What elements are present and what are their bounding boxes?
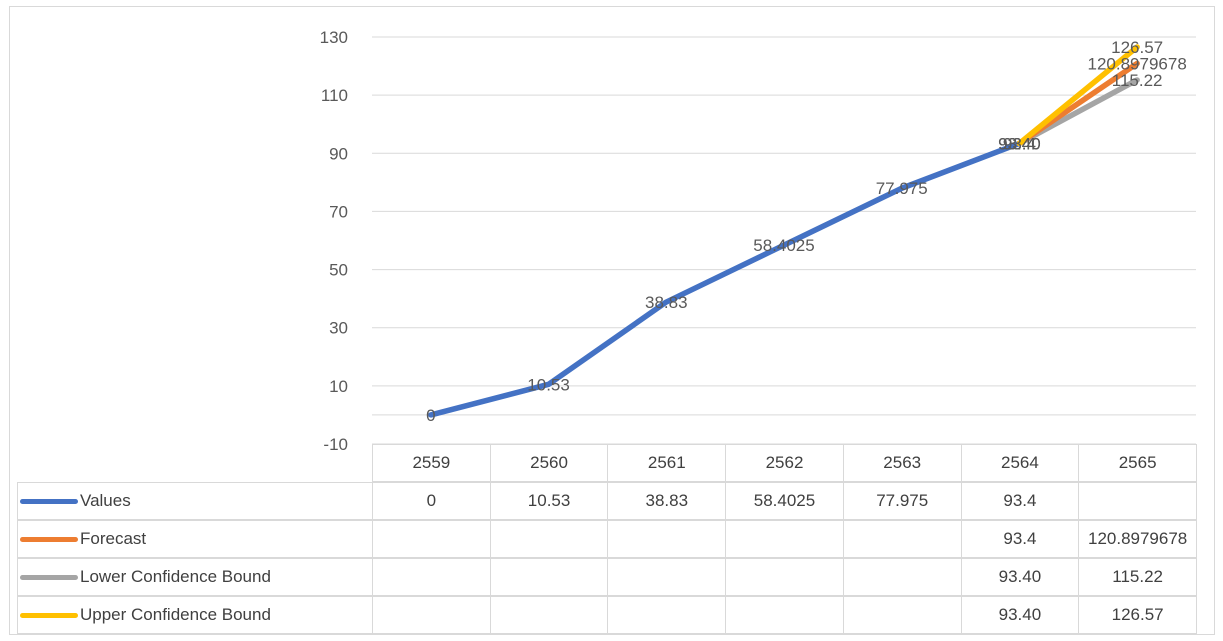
table-cell: 93.4	[960, 520, 1080, 558]
legend-row-name: Upper Confidence Bound	[17, 596, 373, 634]
table-cell	[489, 596, 609, 634]
legend-row-name: Lower Confidence Bound	[17, 558, 373, 596]
data-label: 10.53	[527, 375, 570, 394]
table-cell	[607, 558, 727, 596]
legend-swatch	[20, 536, 78, 542]
x-tick-label: 2560	[489, 444, 609, 482]
table-cell	[607, 596, 727, 634]
table-cell	[372, 558, 491, 596]
y-tick-label: 90	[329, 144, 348, 163]
table-cell	[842, 596, 962, 634]
data-label: 93.4	[1003, 134, 1036, 153]
data-label: 93.40	[998, 134, 1041, 153]
table-cell: 58.4025	[725, 482, 844, 520]
table-cell	[842, 558, 962, 596]
x-tick-label: 2561	[607, 444, 727, 482]
x-tick-label: 2559	[372, 444, 491, 482]
y-tick-label: 50	[329, 261, 348, 280]
table-cell: 0	[372, 482, 491, 520]
table-cell: 93.4	[960, 482, 1080, 520]
legend-label: Upper Confidence Bound	[80, 605, 271, 624]
table-cell	[842, 520, 962, 558]
table-cell	[725, 520, 844, 558]
x-tick-label: 2564	[960, 444, 1080, 482]
y-tick-label: 70	[329, 202, 348, 221]
data-label: 115.22	[1112, 71, 1163, 90]
x-tick-label: 2563	[842, 444, 962, 482]
table-cell: 38.83	[607, 482, 727, 520]
table-cell	[372, 596, 491, 634]
legend-swatch	[20, 498, 78, 504]
legend-label: Forecast	[80, 529, 147, 548]
table-cell	[372, 520, 491, 558]
table-cell: 93.40	[960, 558, 1080, 596]
legend-swatch	[20, 612, 78, 618]
table-cell	[1078, 482, 1197, 520]
legend-label: Lower Confidence Bound	[80, 567, 271, 586]
legend-swatch	[20, 574, 78, 580]
table-cell	[725, 558, 844, 596]
chart-frame	[9, 6, 1215, 635]
y-tick-label: -10	[323, 435, 348, 454]
y-tick-label: 130	[320, 28, 348, 47]
x-tick-label: 2565	[1078, 444, 1197, 482]
table-cell	[489, 520, 609, 558]
table-cell: 10.53	[489, 482, 609, 520]
data-label: 77.975	[876, 179, 928, 198]
legend-label: Values	[80, 491, 131, 510]
series-line-upper-confidence-bound	[1016, 44, 1140, 147]
data-label: 38.83	[645, 293, 688, 312]
data-label: 0	[426, 406, 435, 425]
legend-row-name: Forecast	[17, 520, 373, 558]
table-cell: 126.57	[1078, 596, 1197, 634]
table-cell: 115.22	[1078, 558, 1197, 596]
legend-row-name: Values	[17, 482, 373, 520]
table-cell	[607, 520, 727, 558]
y-tick-label: 30	[329, 319, 348, 338]
series-line-values	[428, 140, 1023, 418]
table-cell	[489, 558, 609, 596]
x-tick-label: 2562	[725, 444, 844, 482]
table-cell: 120.8979678	[1078, 520, 1197, 558]
table-cell	[725, 596, 844, 634]
table-cell: 77.975	[842, 482, 962, 520]
data-label: 93.4	[1003, 134, 1036, 153]
data-label: 58.4025	[753, 236, 814, 255]
y-tick-label: 110	[321, 86, 348, 105]
table-cell: 93.40	[960, 596, 1080, 634]
data-label: 93.40	[998, 134, 1041, 153]
data-label: 120.8979678	[1088, 54, 1187, 73]
data-label: 126.57	[1111, 38, 1163, 57]
y-tick-label: 10	[329, 377, 348, 396]
